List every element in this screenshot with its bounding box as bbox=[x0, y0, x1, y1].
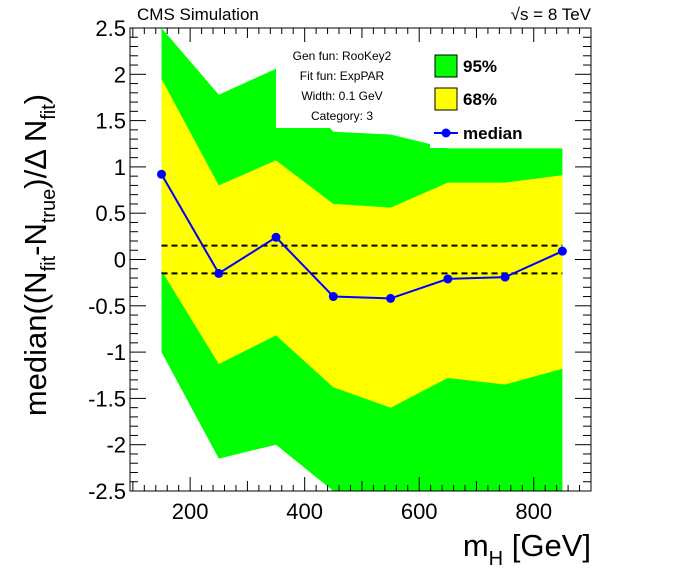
info-box-background bbox=[276, 44, 408, 128]
legend-label: median bbox=[463, 124, 523, 143]
y-tick-label: 2 bbox=[114, 62, 126, 87]
legend-swatch bbox=[434, 87, 458, 111]
reference-lines bbox=[161, 244, 563, 275]
band-68-percent bbox=[161, 78, 563, 408]
y-label-close: ) bbox=[18, 94, 53, 104]
legend: 95% 68% median bbox=[434, 54, 523, 143]
info-text: Gen fun: RooKey2 Fit fun: ExpPAR Width: 0.… bbox=[293, 49, 392, 123]
y-tick-label: 0.5 bbox=[95, 201, 126, 226]
legend-label: 68% bbox=[463, 90, 497, 109]
x-tick-label: 400 bbox=[286, 499, 323, 524]
y-label-main: median((N bbox=[18, 271, 53, 416]
x-axis-ticks: 200 400 600 800 bbox=[132, 28, 592, 524]
median-series bbox=[156, 169, 567, 303]
y-tick-label: 2.5 bbox=[95, 16, 126, 41]
header-right: √s = 8 TeV bbox=[511, 5, 592, 24]
x-tick-label: 600 bbox=[401, 499, 438, 524]
y-label-sub-fit: fit bbox=[38, 255, 60, 271]
x-tick-label: 800 bbox=[515, 499, 552, 524]
median-point bbox=[156, 169, 166, 179]
legend-marker bbox=[441, 128, 451, 138]
legend-label: 95% bbox=[463, 57, 497, 76]
median-line bbox=[160, 173, 563, 300]
median-point bbox=[557, 246, 567, 256]
y-axis-ticks: -2.5 -2 -1.5 -1 -0.5 0 0.5 1 1.5 2 2.5 bbox=[88, 16, 591, 504]
y-axis-label: median((Nfit-Ntrue)/Δ Nfit) bbox=[18, 94, 60, 416]
y-tick-label: -1.5 bbox=[88, 386, 126, 411]
median-point bbox=[328, 292, 338, 302]
info-line: Fit fun: ExpPAR bbox=[300, 69, 385, 83]
info-line: Width: 0.1 GeV bbox=[301, 89, 382, 103]
info-line: Gen fun: RooKey2 bbox=[293, 49, 392, 63]
y-tick-label: -1 bbox=[106, 340, 126, 365]
y-tick-label: -2 bbox=[106, 433, 126, 458]
y-tick-label: -0.5 bbox=[88, 294, 126, 319]
x-label-main: m bbox=[463, 528, 489, 563]
header-left: CMS Simulation bbox=[137, 5, 259, 24]
y-tick-label: -2.5 bbox=[88, 479, 126, 504]
y-label-sub-fit2: fit bbox=[38, 104, 60, 120]
median-point bbox=[214, 268, 224, 278]
x-label-unit: [GeV] bbox=[503, 528, 591, 563]
y-tick-label: 0 bbox=[114, 248, 126, 273]
x-tick-label: 200 bbox=[172, 499, 209, 524]
x-label-sub: H bbox=[489, 548, 503, 570]
y-label-tail: )/Δ N bbox=[18, 120, 53, 189]
info-line: Category: 3 bbox=[311, 109, 373, 123]
y-tick-label: 1 bbox=[114, 155, 126, 180]
median-point bbox=[443, 274, 453, 284]
y-label-sub-true: true bbox=[38, 189, 60, 223]
y-label-mid: -N bbox=[18, 223, 53, 256]
median-point bbox=[386, 293, 396, 303]
median-point bbox=[271, 232, 281, 242]
legend-swatch bbox=[434, 54, 458, 78]
uncertainty-bands bbox=[161, 28, 563, 491]
x-axis-label: mH [GeV] bbox=[463, 528, 591, 570]
median-point bbox=[500, 272, 510, 282]
y-tick-label: 1.5 bbox=[95, 109, 126, 134]
